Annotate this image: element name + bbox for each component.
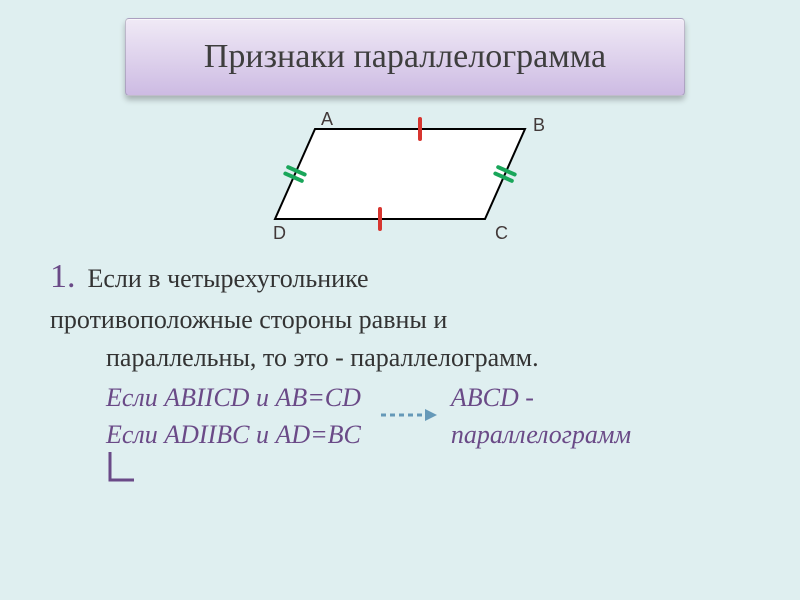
- body-line-2: противоположные стороны равны и: [50, 301, 770, 339]
- list-number: 1.: [50, 252, 76, 301]
- slide-title: Признаки параллелограмма: [125, 18, 685, 96]
- svg-text:D: D: [273, 223, 286, 243]
- diagram-svg: A B D C: [255, 109, 555, 244]
- body-line-3: параллельны, то это - параллелограмм.: [50, 339, 770, 377]
- result-line-2: параллелограмм: [451, 416, 631, 454]
- svg-text:B: B: [533, 115, 545, 135]
- condition-1: Если ABIICD и AB=CD: [106, 379, 361, 417]
- conditions-left: Если ABIICD и AB=CD Если ADIIBC и AD=BC: [106, 379, 361, 454]
- svg-text:A: A: [321, 109, 333, 129]
- conditions-block: Если ABIICD и AB=CD Если ADIIBC и AD=BC …: [50, 379, 770, 454]
- parallelogram-diagram: A B D C: [40, 106, 770, 246]
- body-line-1: 1. Если в четырехугольнике: [50, 252, 770, 301]
- result-line-1: ABCD -: [451, 379, 631, 417]
- body-text: 1. Если в четырехугольнике противоположны…: [40, 252, 770, 497]
- slide-root: Признаки параллелограмма A B D C 1. Если в ч…: [0, 0, 800, 600]
- body-line1-text: Если в четырехугольнике: [88, 264, 369, 293]
- title-text: Признаки параллелограмма: [204, 38, 606, 76]
- implies-arrow: [379, 398, 439, 436]
- result-column: ABCD - параллелограмм: [451, 379, 631, 454]
- closing-bracket: [102, 452, 770, 497]
- condition-2: Если ADIIBC и AD=BC: [106, 416, 361, 454]
- svg-text:C: C: [495, 223, 508, 243]
